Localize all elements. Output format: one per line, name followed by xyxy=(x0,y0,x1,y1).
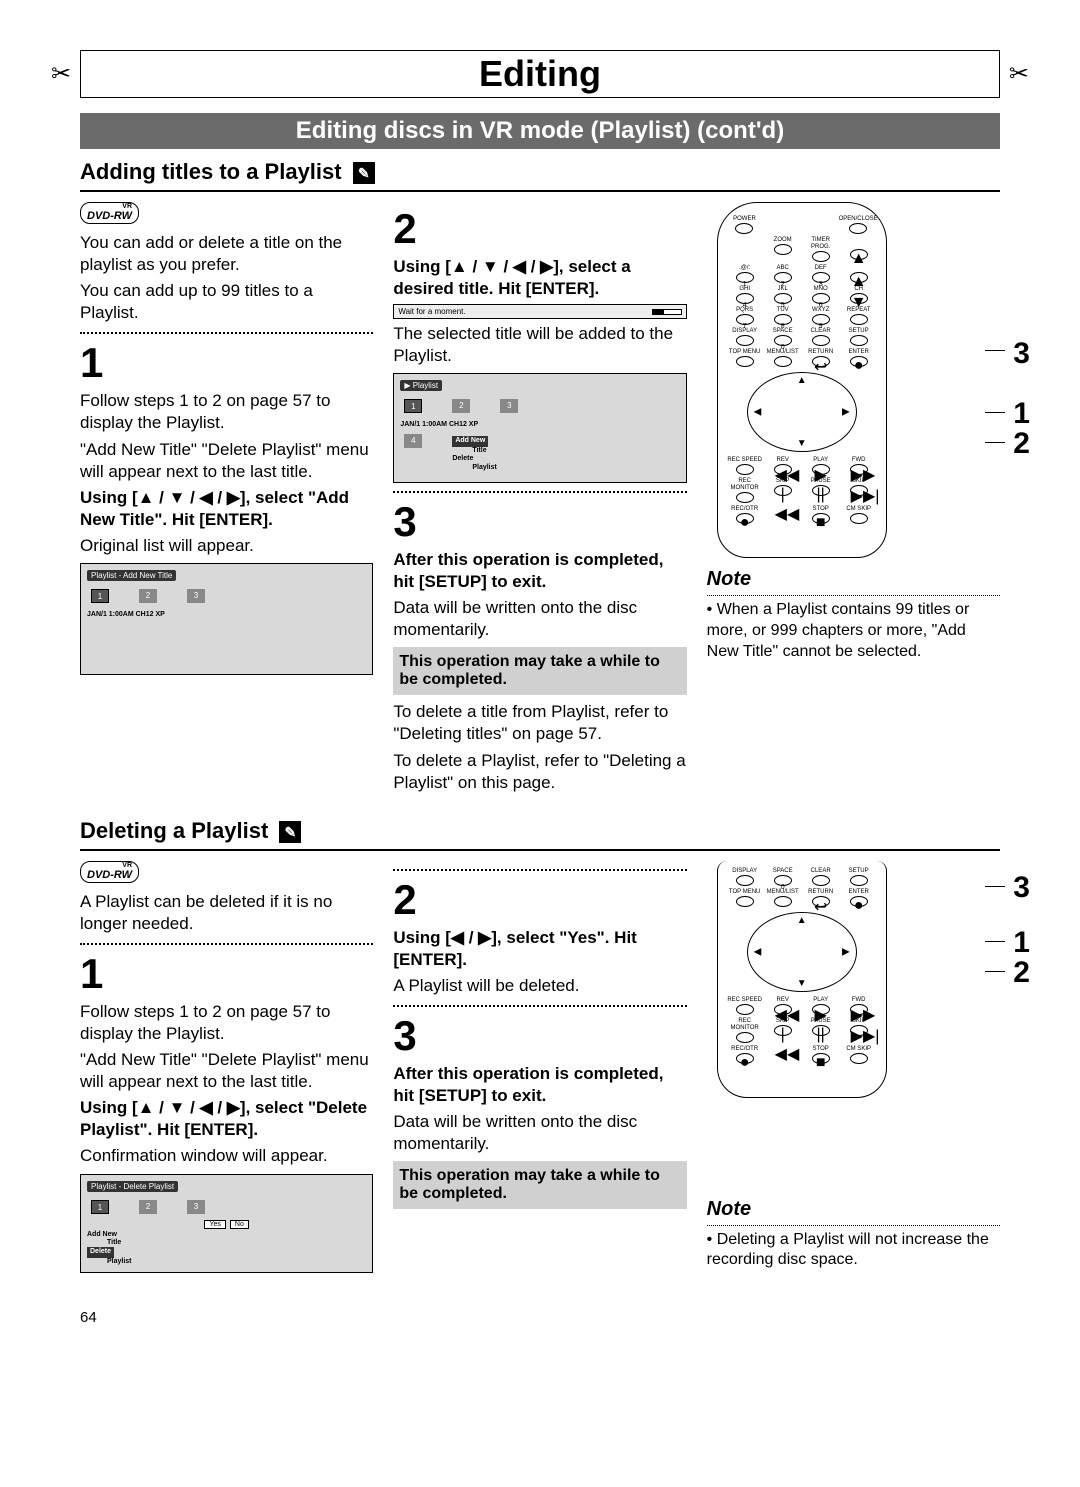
section2-columns: VR DVD-RW A Playlist can be deleted if i… xyxy=(80,861,1000,1279)
instruction-bold: Using [◀ / ▶], select "Yes". Hit [ENTER]… xyxy=(393,927,686,971)
edit-icon: ✎ xyxy=(279,821,301,843)
section-title-delete: Deleting a Playlist ✎ xyxy=(80,818,1000,844)
step-number: 2 xyxy=(393,879,686,921)
remote-diagram-full: POWEROPEN/CLOSE ZOOMTIMERPROG.▲ .@/:1ABC… xyxy=(717,202,887,558)
dvd-rw-badge: VR DVD-RW xyxy=(80,202,139,224)
step-number: 3 xyxy=(393,501,686,543)
ui-screenshot-delete: Playlist - Delete Playlist 123 YesNo Add… xyxy=(80,1174,373,1274)
instruction-bold: Using [▲ / ▼ / ◀ / ▶], select "Delete Pl… xyxy=(80,1097,373,1141)
scissor-icon: ✂ xyxy=(1009,60,1029,89)
step-number: 3 xyxy=(393,1015,686,1057)
dpad: ▲▼◀▶ xyxy=(747,372,857,452)
warning-box: This operation may take a while to be co… xyxy=(393,1161,686,1209)
section1-columns: VR DVD-RW You can add or delete a title … xyxy=(80,202,1000,798)
section-title-add: Adding titles to a Playlist ✎ xyxy=(80,159,1000,185)
note-title: Note xyxy=(707,1198,1000,1221)
callout-2: 2 xyxy=(1013,956,1030,990)
callout-3: 3 xyxy=(1013,337,1030,371)
edit-icon: ✎ xyxy=(353,162,375,184)
note-text: • When a Playlist contains 99 titles or … xyxy=(707,600,1000,662)
wait-dialog: Wait for a moment. xyxy=(393,304,686,319)
instruction-bold: After this operation is completed, hit [… xyxy=(393,1063,686,1107)
callout-1: 1 xyxy=(1013,926,1030,960)
instruction-bold: Using [▲ / ▼ / ◀ / ▶], select "Add New T… xyxy=(80,487,373,531)
note-title: Note xyxy=(707,568,1000,591)
ui-screenshot-playlist: ▶ Playlist 123 JAN/1 1:00AM CH12 XP 4 Ad… xyxy=(393,373,686,483)
note-text: • Deleting a Playlist will not increase … xyxy=(707,1230,1000,1272)
header-title: Editing xyxy=(479,53,601,94)
callout-1: 1 xyxy=(1013,397,1030,431)
dpad: ▲▼◀▶ xyxy=(747,912,857,992)
warning-box: This operation may take a while to be co… xyxy=(393,647,686,695)
dvd-rw-badge: VR DVD-RW xyxy=(80,861,139,883)
scissor-icon: ✂ xyxy=(51,60,71,89)
instruction-bold: Using [▲ / ▼ / ◀ / ▶], select a desired … xyxy=(393,256,686,300)
step-number: 1 xyxy=(80,953,373,995)
subtitle-bar: Editing discs in VR mode (Playlist) (con… xyxy=(80,113,1000,149)
ui-screenshot-add: Playlist - Add New Title 123 JAN/1 1:00A… xyxy=(80,563,373,675)
step-number: 1 xyxy=(80,342,373,384)
callout-3: 3 xyxy=(1013,871,1030,905)
intro-text: You can add up to 99 titles to a Playlis… xyxy=(80,280,373,324)
instruction-bold: After this operation is completed, hit [… xyxy=(393,549,686,593)
page-header: ✂ Editing ✂ xyxy=(80,50,1000,98)
page-number: 64 xyxy=(80,1309,1000,1326)
remote-diagram-partial: DISPLAYSPACE0CLEARSETUP TOP MENUMENU/LIS… xyxy=(717,861,887,1098)
intro-text: You can add or delete a title on the pla… xyxy=(80,232,373,276)
step-number: 2 xyxy=(393,208,686,250)
callout-2: 2 xyxy=(1013,427,1030,461)
